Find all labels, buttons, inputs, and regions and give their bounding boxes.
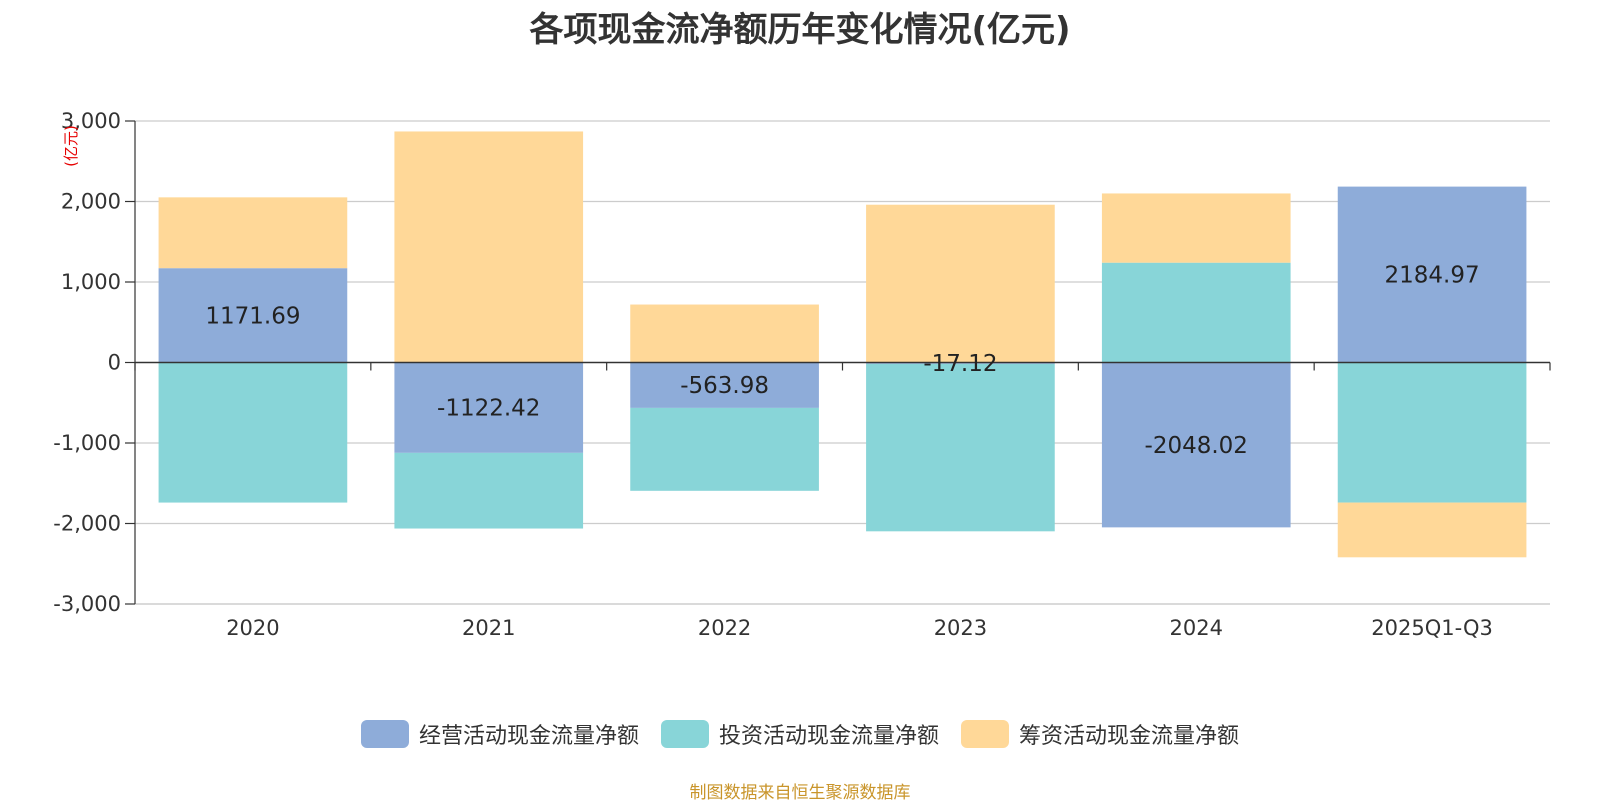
bar-1-2020: [158, 362, 348, 503]
y-tick-label: 1,000: [61, 270, 121, 294]
bar-1-2025Q1-Q3: [1337, 362, 1527, 503]
x-tick-label: 2020: [226, 616, 279, 640]
bar-1-2022: [630, 407, 819, 491]
legend-swatch-investing: [660, 720, 709, 748]
bars: [158, 131, 1527, 558]
y-tick-label: 2,000: [61, 190, 121, 214]
legend: 经营活动现金流量净额 投资活动现金流量净额 筹资活动现金流量净额: [0, 718, 1600, 750]
data-label: -17.12: [923, 351, 997, 377]
grid-lines: [135, 120, 1550, 605]
legend-label-investing: 投资活动现金流量净额: [718, 724, 939, 749]
x-tick-label: 2022: [698, 616, 751, 640]
bar-0-2024: [1101, 362, 1291, 528]
legend-item-investing[interactable]: 投资活动现金流量净额: [660, 718, 939, 750]
x-tick-label: 2021: [462, 616, 515, 640]
bar-1-2023: [866, 363, 1055, 532]
data-label: -1122.42: [437, 396, 540, 422]
data-label: 1171.69: [205, 303, 300, 329]
x-tick-label: 2025Q1-Q3: [1371, 616, 1493, 640]
bar-2-2023: [866, 204, 1055, 363]
source-note: 制图数据来自恒生聚源数据库: [689, 783, 911, 803]
bar-0-2022: [630, 362, 819, 408]
bar-2-2025Q1-Q3: [1337, 502, 1527, 558]
legend-label-financing: 筹资活动现金流量净额: [1019, 724, 1240, 749]
bar-2-2024: [1101, 193, 1291, 263]
x-tick-label: 2023: [934, 616, 987, 640]
chart-title: 各项现金流净额历年变化情况(亿元): [529, 10, 1071, 50]
bar-2-2020: [158, 197, 348, 269]
bar-2-2021: [394, 131, 584, 363]
legend-item-operating[interactable]: 经营活动现金流量净额: [360, 718, 639, 750]
y-axis-unit-label: (亿元): [62, 125, 80, 167]
bar-1-2024: [1101, 262, 1291, 363]
labels: 1171.69 -1122.42 -563.98 -17.12 -2048.02 2184…: [205, 263, 1479, 459]
legend-swatch-financing: [961, 720, 1009, 748]
y-tick-label: -1,000: [53, 431, 121, 455]
y-tick-label: -3,000: [53, 592, 121, 616]
y-tick-label: 0: [108, 351, 121, 375]
bar-1-2021: [394, 452, 584, 529]
bar-0-2021: [394, 362, 584, 453]
data-label: -563.98: [680, 373, 769, 399]
y-tick-label: 3,000: [61, 109, 121, 133]
bar-2-2022: [630, 304, 819, 363]
data-label: -2048.02: [1145, 433, 1248, 459]
bar-0-2025Q1-Q3: [1337, 186, 1527, 363]
axes: 3,000 2,000 1,000 0 -1,000 -2,000 -3,000 (亿元) 20…: [53, 109, 1551, 640]
legend-label-operating: 经营活动现金流量净额: [418, 724, 639, 749]
data-label: 2184.97: [1385, 263, 1480, 289]
y-tick-label: -2,000: [53, 512, 121, 536]
legend-swatch-operating: [360, 720, 409, 748]
legend-item-financing[interactable]: 筹资活动现金流量净额: [961, 718, 1239, 750]
x-tick-label: 2024: [1170, 616, 1223, 640]
bar-0-2020: [158, 268, 348, 363]
